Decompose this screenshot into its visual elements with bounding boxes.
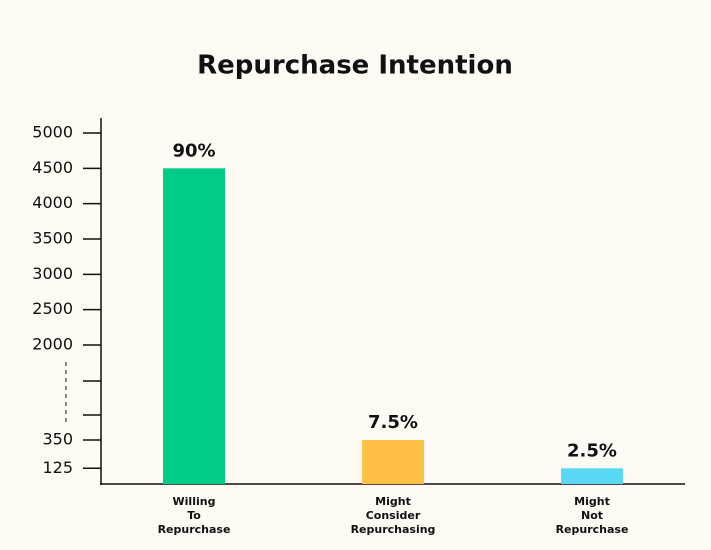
x-tick-label: Willing bbox=[173, 495, 216, 508]
value-label: 2.5% bbox=[567, 440, 617, 461]
y-tick-label: 5000 bbox=[32, 123, 73, 142]
value-label: 90% bbox=[172, 140, 215, 161]
y-tick-label: 3500 bbox=[32, 229, 73, 248]
bar bbox=[163, 168, 225, 485]
chart-title: Repurchase Intention bbox=[197, 51, 513, 81]
y-tick-label: 125 bbox=[42, 458, 73, 477]
x-tick-label: To bbox=[187, 509, 201, 522]
value-label: 7.5% bbox=[368, 412, 418, 433]
y-tick-label: 2000 bbox=[32, 335, 73, 354]
x-tick-label: Repurchase bbox=[556, 523, 629, 536]
y-tick-label: 2500 bbox=[32, 299, 73, 318]
x-tick-label: Might bbox=[574, 495, 610, 508]
y-tick-label: 350 bbox=[42, 430, 73, 449]
bar bbox=[561, 468, 623, 484]
x-tick-label: Repurchasing bbox=[351, 523, 436, 536]
x-tick-label: Might bbox=[375, 495, 411, 508]
x-tick-label: Not bbox=[581, 509, 603, 522]
y-tick-label: 4000 bbox=[32, 193, 73, 212]
y-tick-label: 4500 bbox=[32, 158, 73, 177]
y-tick-label: 3000 bbox=[32, 264, 73, 283]
x-tick-label: Repurchase bbox=[158, 523, 231, 536]
bar bbox=[362, 440, 424, 484]
x-tick-label: Consider bbox=[366, 509, 421, 522]
